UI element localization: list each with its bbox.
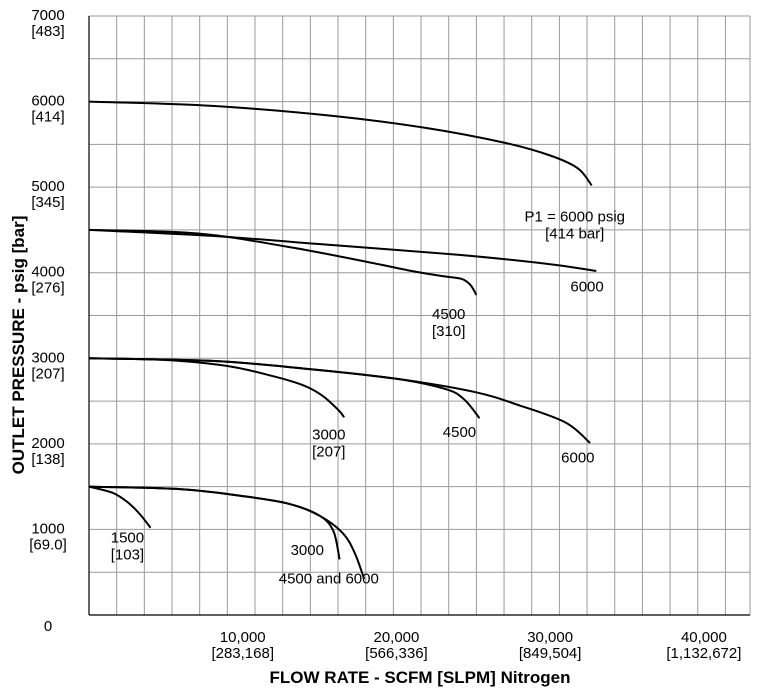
curve-label-line: [103] [111, 546, 144, 563]
curve-label: 3000 [207] [312, 427, 345, 461]
y-tick-sublabel: [345] [31, 194, 64, 211]
y-tick-label: 4000 [31, 264, 64, 281]
curve-label: 3000 [291, 542, 324, 559]
curve-label-line: [414 bar] [545, 225, 604, 242]
curve-label-line: 3000 [291, 542, 324, 559]
y-tick-sublabel: [414] [31, 109, 64, 126]
curve-setpoint-6000-inlet-6000 [88, 100, 593, 187]
x-tick-label: 40,000 [681, 629, 727, 646]
curve-label-line: 6000 [570, 279, 603, 296]
y-tick-sublabel: [483] [31, 23, 64, 40]
curve-label-line: 3000 [312, 427, 345, 444]
curve-label-line: 4500 [443, 424, 476, 441]
x-tick-label: 10,000 [220, 629, 266, 646]
curve-label: 6000 [561, 450, 594, 467]
y-tick-label: 5000 [31, 178, 64, 195]
curve-label: 1500 [103] [111, 529, 144, 563]
y-axis-label: OUTLET PRESSURE - psig [bar] [9, 216, 28, 475]
curve-setpoint-3000-inlet-3000 [88, 357, 346, 418]
origin-label: 0 [44, 618, 52, 635]
y-tick-sublabel: [276] [31, 280, 64, 297]
y-tick-sublabel: [69.0] [29, 536, 67, 553]
y-tick-sublabel: [207] [31, 365, 64, 382]
y-tick-sublabel: [138] [31, 451, 64, 468]
x-tick-sublabel: [1,132,672] [666, 645, 741, 662]
curve-setpoint-1500-inlet-3000 [88, 485, 341, 560]
curve-label-line: 4500 [432, 306, 465, 323]
curve-label-line: [207] [312, 444, 345, 461]
x-tick-sublabel: [849,504] [519, 645, 582, 662]
curve-setpoint-4500-inlet-6000 [88, 228, 597, 272]
y-tick-label: 1000 [31, 520, 64, 537]
curve-label-line: 4500 and 6000 [279, 570, 379, 587]
y-tick-label: 2000 [31, 435, 64, 452]
y-tick-label: 6000 [31, 93, 64, 110]
x-tick-sublabel: [283,168] [211, 645, 274, 662]
curve-label-line: 6000 [561, 450, 594, 467]
x-tick-sublabel: [566,336] [365, 645, 428, 662]
curves [88, 100, 597, 580]
curve-label-line: 1500 [111, 529, 144, 546]
y-tick-label: 7000 [31, 7, 64, 24]
x-axis-label: FLOW RATE - SCFM [SLPM] Nitrogen [270, 668, 571, 687]
grid [89, 15, 751, 615]
tick-labels: 1000[69.0]2000[138]3000[207]4000[276]500… [29, 7, 741, 662]
curve-label: 4500 [310] [432, 306, 465, 340]
curve-label-line: P1 = 6000 psig [525, 208, 626, 225]
curve-setpoint-4500-inlet-4500 [88, 228, 478, 296]
y-tick-label: 3000 [31, 349, 64, 366]
curve-label: 6000 [570, 279, 603, 296]
axes [88, 16, 750, 616]
curve-setpoint-1500-inlet-1500 [88, 485, 152, 529]
curve-setpoint-3000-inlet-4500 [88, 357, 481, 419]
curve-label-line: [310] [432, 323, 465, 340]
curve-label: 4500 [443, 424, 476, 441]
curve-label: 4500 and 6000 [279, 570, 379, 587]
x-tick-label: 20,000 [373, 629, 419, 646]
x-tick-label: 30,000 [527, 629, 573, 646]
curve-label: P1 = 6000 psig [414 bar] [525, 208, 626, 242]
